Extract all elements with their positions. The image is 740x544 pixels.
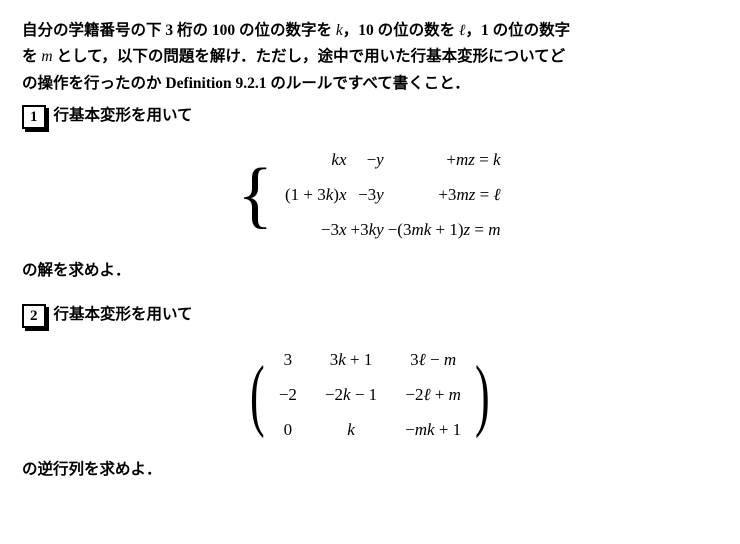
intro-line-1: 自分の学籍番号の下 3 桁の 100 の位の数字を k，10 の位の数を ℓ，1… xyxy=(22,18,718,44)
q1-row-2: (1 + 3k)x −3y +3mz = ℓ xyxy=(283,178,503,213)
q2-matrix: ( 3 3k + 1 3ℓ − m −2 −2k − 1 −2ℓ + m 0 k… xyxy=(22,343,718,448)
q1-post: の解を求めよ． xyxy=(22,258,718,284)
q1-heading: 1 行基本変形を用いて xyxy=(22,103,718,129)
q1-row-3: −3x +3ky −(3mk + 1)z = m xyxy=(283,213,503,248)
intro-text: 自分の学籍番号の下 3 桁の 100 の位の数字を k，10 の位の数を ℓ，1… xyxy=(22,18,718,97)
q2-number-box: 2 xyxy=(22,304,46,328)
q2-mat-row-3: 0 k −mk + 1 xyxy=(265,413,475,448)
intro-line-3: の操作を行ったのか Definition 9.2.1 のルールですべて書くこと． xyxy=(22,71,718,97)
q1-system: { kx −y +mz = k (1 + 3k)x −3y +3mz = ℓ −… xyxy=(22,143,718,248)
q1-equations-table: kx −y +mz = k (1 + 3k)x −3y +3mz = ℓ −3x… xyxy=(283,143,503,248)
q2-mat-row-2: −2 −2k − 1 −2ℓ + m xyxy=(265,378,475,413)
q2-mat-row-1: 3 3k + 1 3ℓ − m xyxy=(265,343,475,378)
right-paren-icon: ) xyxy=(475,365,490,425)
q2-post: の逆行列を求めよ． xyxy=(22,457,718,483)
intro-line-2: を m として，以下の問題を解け．ただし，途中で用いた行基本変形についてど xyxy=(22,44,718,70)
q1-title: 行基本変形を用いて xyxy=(54,103,193,129)
q2-heading: 2 行基本変形を用いて xyxy=(22,302,718,328)
q2-title: 行基本変形を用いて xyxy=(54,302,193,328)
left-paren-icon: ( xyxy=(250,365,265,425)
q2-matrix-table: 3 3k + 1 3ℓ − m −2 −2k − 1 −2ℓ + m 0 k −… xyxy=(265,343,475,448)
q1-number-box: 1 xyxy=(22,105,46,129)
q1-row-1: kx −y +mz = k xyxy=(283,143,503,178)
left-brace-icon: { xyxy=(237,162,273,229)
